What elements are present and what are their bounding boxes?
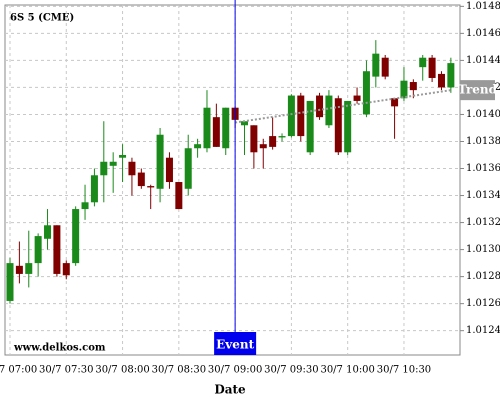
candle-body (344, 100, 352, 153)
candle-body (44, 225, 52, 239)
y-tick-label: 1.0128 (466, 271, 500, 282)
candle-body (428, 57, 436, 78)
y-tick-label: 1.0124 (466, 325, 500, 336)
y-tick-label: 1.0132 (466, 217, 500, 228)
trend-label: Trend (458, 83, 498, 97)
candle-body (222, 107, 230, 149)
event-label: Event (216, 338, 254, 352)
candle-body (137, 172, 145, 187)
candle-body (372, 53, 380, 77)
y-tick-label: 1.0136 (466, 163, 500, 174)
candle-body (72, 209, 80, 264)
y-tick-label: 1.0144 (466, 55, 500, 66)
trend-label-box (460, 80, 495, 101)
x-tick-label: 30/7 07:00 (0, 365, 37, 376)
y-tick-label: 1.0140 (466, 109, 500, 120)
candle-body (165, 157, 173, 183)
candle-body (400, 80, 408, 99)
candle-body (419, 57, 427, 68)
candle-body (437, 73, 445, 88)
candle-body (353, 95, 361, 101)
event-label-box (214, 332, 257, 355)
candle-body (278, 136, 286, 138)
candle-body (212, 117, 220, 147)
candle-body (175, 182, 183, 210)
y-tick-label: 1.0146 (466, 28, 500, 39)
candle-body (34, 236, 42, 264)
trend-line (234, 89, 452, 124)
candle-body (90, 175, 98, 203)
candle-body (316, 95, 324, 118)
x-tick-label: 30/7 10:30 (377, 365, 431, 376)
candle-body (25, 263, 33, 274)
candle-body (259, 144, 267, 149)
chart-title: 6S 5 (CME) (10, 13, 74, 24)
y-tick-label: 1.0130 (466, 244, 500, 255)
y-tick-label: 1.0148 (466, 1, 500, 12)
candle-body (381, 57, 389, 77)
candle-body (334, 98, 342, 153)
x-tick-label: 30/7 08:30 (152, 365, 206, 376)
x-tick-label: 30/7 09:30 (264, 365, 318, 376)
candle-body (119, 155, 127, 158)
candle-body (306, 100, 314, 153)
candle-body (194, 144, 202, 149)
y-tick-label: 1.0126 (466, 298, 500, 309)
candle-body (287, 95, 295, 137)
candle-body (62, 263, 70, 276)
candle-body (184, 148, 192, 189)
plot-area (4, 4, 461, 356)
x-tick-label: 30/7 09:00 (208, 365, 262, 376)
candle-body (391, 98, 399, 107)
candle-body (100, 161, 108, 176)
candle-body (147, 186, 155, 188)
candle-body (250, 125, 258, 153)
candle-body (447, 63, 455, 88)
candle-body (156, 134, 164, 189)
y-tick-label: 1.0138 (466, 136, 500, 147)
x-tick-label: 30/7 07:30 (39, 365, 93, 376)
candle-body (109, 161, 117, 166)
y-tick-label: 1.0134 (466, 190, 500, 201)
candle-body (297, 95, 305, 137)
candle-body (6, 263, 14, 301)
candle-body (81, 202, 89, 210)
watermark: www.delkos.com (13, 343, 106, 354)
x-axis-label: Date (214, 383, 246, 397)
candle-body (269, 136, 277, 147)
candle-body (15, 265, 23, 274)
x-tick-label: 30/7 10:00 (320, 365, 374, 376)
candle-body (128, 161, 136, 176)
candle-body (241, 121, 248, 126)
x-tick-label: 30/7 08:00 (95, 365, 149, 376)
candle-body (362, 71, 370, 115)
candle-body (53, 225, 61, 274)
candle-body (203, 107, 211, 149)
candle-body (325, 95, 333, 126)
candle-body (409, 82, 417, 91)
